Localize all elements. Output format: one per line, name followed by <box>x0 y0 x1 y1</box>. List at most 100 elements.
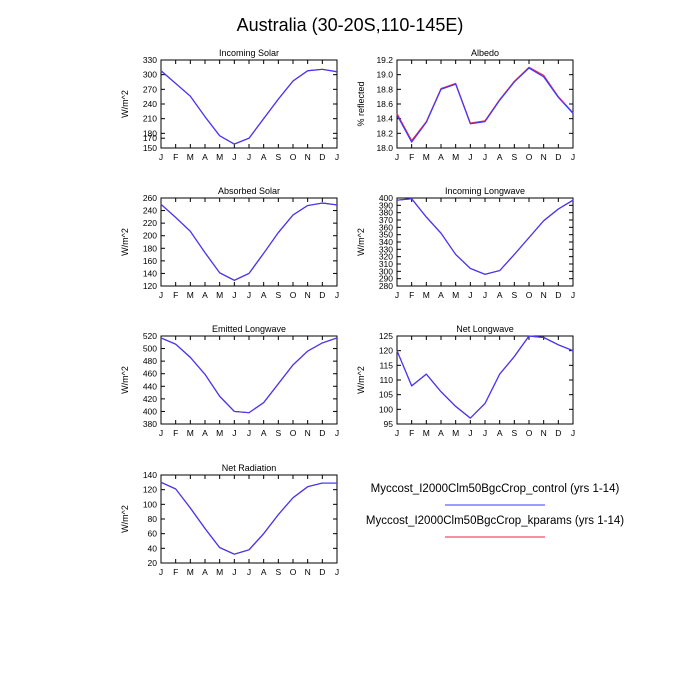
y-tick-label: 18.6 <box>376 99 393 109</box>
x-tick-label: N <box>305 290 311 300</box>
y-tick-label: 240 <box>143 206 157 216</box>
x-tick-label: N <box>541 290 547 300</box>
y-tick-label: 18.2 <box>376 128 393 138</box>
x-tick-label: J <box>483 290 487 300</box>
y-tick-label: 400 <box>143 406 157 416</box>
x-tick-label: J <box>571 290 575 300</box>
y-tick-label: 125 <box>379 331 393 341</box>
series-line-control <box>396 335 574 419</box>
series-line-control <box>160 337 338 414</box>
y-tick-label: 20 <box>148 558 158 568</box>
x-tick-label: S <box>511 290 517 300</box>
panel-title: Albedo <box>471 48 499 58</box>
x-tick-label: D <box>555 152 561 162</box>
x-tick-label: A <box>497 152 503 162</box>
y-tick-label: 340 <box>379 237 393 247</box>
y-tick-label: 40 <box>148 543 158 553</box>
y-tick-label: 18.4 <box>376 114 393 124</box>
y-axis-label: W/m^2 <box>120 366 130 394</box>
series-line-control <box>396 67 574 143</box>
x-tick-label: D <box>555 428 561 438</box>
x-tick-label: J <box>395 428 399 438</box>
y-tick-label: 260 <box>143 193 157 203</box>
y-tick-label: 105 <box>379 390 393 400</box>
y-tick-label: 120 <box>379 346 393 356</box>
y-tick-label: 100 <box>143 499 157 509</box>
x-tick-label: F <box>173 290 178 300</box>
y-tick-label: 290 <box>379 274 393 284</box>
y-tick-label: 120 <box>143 485 157 495</box>
x-tick-label: M <box>187 428 194 438</box>
x-tick-label: J <box>232 152 236 162</box>
y-tick-label: 19.2 <box>376 55 393 65</box>
x-tick-label: J <box>232 290 236 300</box>
x-tick-label: N <box>541 152 547 162</box>
x-tick-label: A <box>261 428 267 438</box>
x-tick-label: F <box>173 152 178 162</box>
chart-panel: Albedo % reflected 18.0 18.2 18.4 18.6 18.8 19.… <box>356 48 575 162</box>
y-tick-label: 380 <box>379 208 393 218</box>
x-tick-label: A <box>497 428 503 438</box>
x-tick-label: M <box>216 152 223 162</box>
x-tick-label: O <box>290 567 297 577</box>
y-tick-label: 115 <box>379 360 393 370</box>
x-tick-label: A <box>497 290 503 300</box>
x-tick-label: J <box>468 290 472 300</box>
x-tick-label: F <box>409 290 414 300</box>
x-tick-label: J <box>395 152 399 162</box>
x-tick-label: S <box>275 290 281 300</box>
x-tick-label: F <box>409 428 414 438</box>
chart-panel: Incoming Longwave W/m^2 280290300310320330… <box>356 186 575 300</box>
x-tick-label: J <box>247 567 251 577</box>
y-tick-label: 380 <box>143 419 157 429</box>
x-tick-label: M <box>187 290 194 300</box>
x-tick-label: M <box>452 152 459 162</box>
series-line-control <box>160 68 338 145</box>
x-tick-label: A <box>438 152 444 162</box>
y-tick-label: 210 <box>143 114 157 124</box>
y-tick-label: 300 <box>143 70 157 80</box>
x-tick-label: F <box>173 567 178 577</box>
y-tick-label: 240 <box>143 99 157 109</box>
x-tick-label: J <box>247 428 251 438</box>
series-line-control <box>160 481 337 555</box>
x-tick-label: S <box>511 152 517 162</box>
y-tick-label: 150 <box>143 143 157 153</box>
y-tick-label: 18.0 <box>376 143 393 153</box>
series-line-kparams <box>160 481 337 555</box>
y-tick-label: 370 <box>379 215 393 225</box>
series-line-kparams <box>160 202 338 281</box>
x-tick-label: A <box>261 567 267 577</box>
chart-panel: Emitted Longwave W/m^2 380 400 420 440 460 480 5… <box>120 324 339 438</box>
x-tick-label: M <box>187 152 194 162</box>
x-tick-label: O <box>526 152 533 162</box>
panel-title: Emitted Longwave <box>212 324 286 334</box>
y-axis-label: % reflected <box>356 81 366 126</box>
x-tick-label: J <box>247 290 251 300</box>
x-tick-label: J <box>468 152 472 162</box>
x-tick-label: J <box>483 428 487 438</box>
plot-frame <box>396 59 574 149</box>
x-tick-label: N <box>305 152 311 162</box>
y-axis-label: W/m^2 <box>356 366 366 394</box>
page-title: Australia (30-20S,110-145E) <box>237 15 464 35</box>
series-line-control <box>160 202 338 281</box>
series-line-kparams <box>396 66 574 142</box>
y-axis-label: W/m^2 <box>120 228 130 256</box>
x-tick-label: A <box>202 567 208 577</box>
x-tick-label: A <box>202 428 208 438</box>
x-tick-label: O <box>290 152 297 162</box>
x-tick-label: D <box>319 428 325 438</box>
x-tick-label: J <box>159 152 163 162</box>
x-tick-label: J <box>483 152 487 162</box>
x-tick-label: J <box>468 428 472 438</box>
legend: Myccost_I2000Clm50BgcCrop_control (yrs 1… <box>366 483 624 538</box>
x-tick-label: A <box>261 152 267 162</box>
x-tick-label: J <box>232 428 236 438</box>
y-tick-label: 440 <box>143 381 157 391</box>
x-tick-label: S <box>511 428 517 438</box>
x-tick-label: M <box>216 428 223 438</box>
y-tick-label: 420 <box>143 394 157 404</box>
